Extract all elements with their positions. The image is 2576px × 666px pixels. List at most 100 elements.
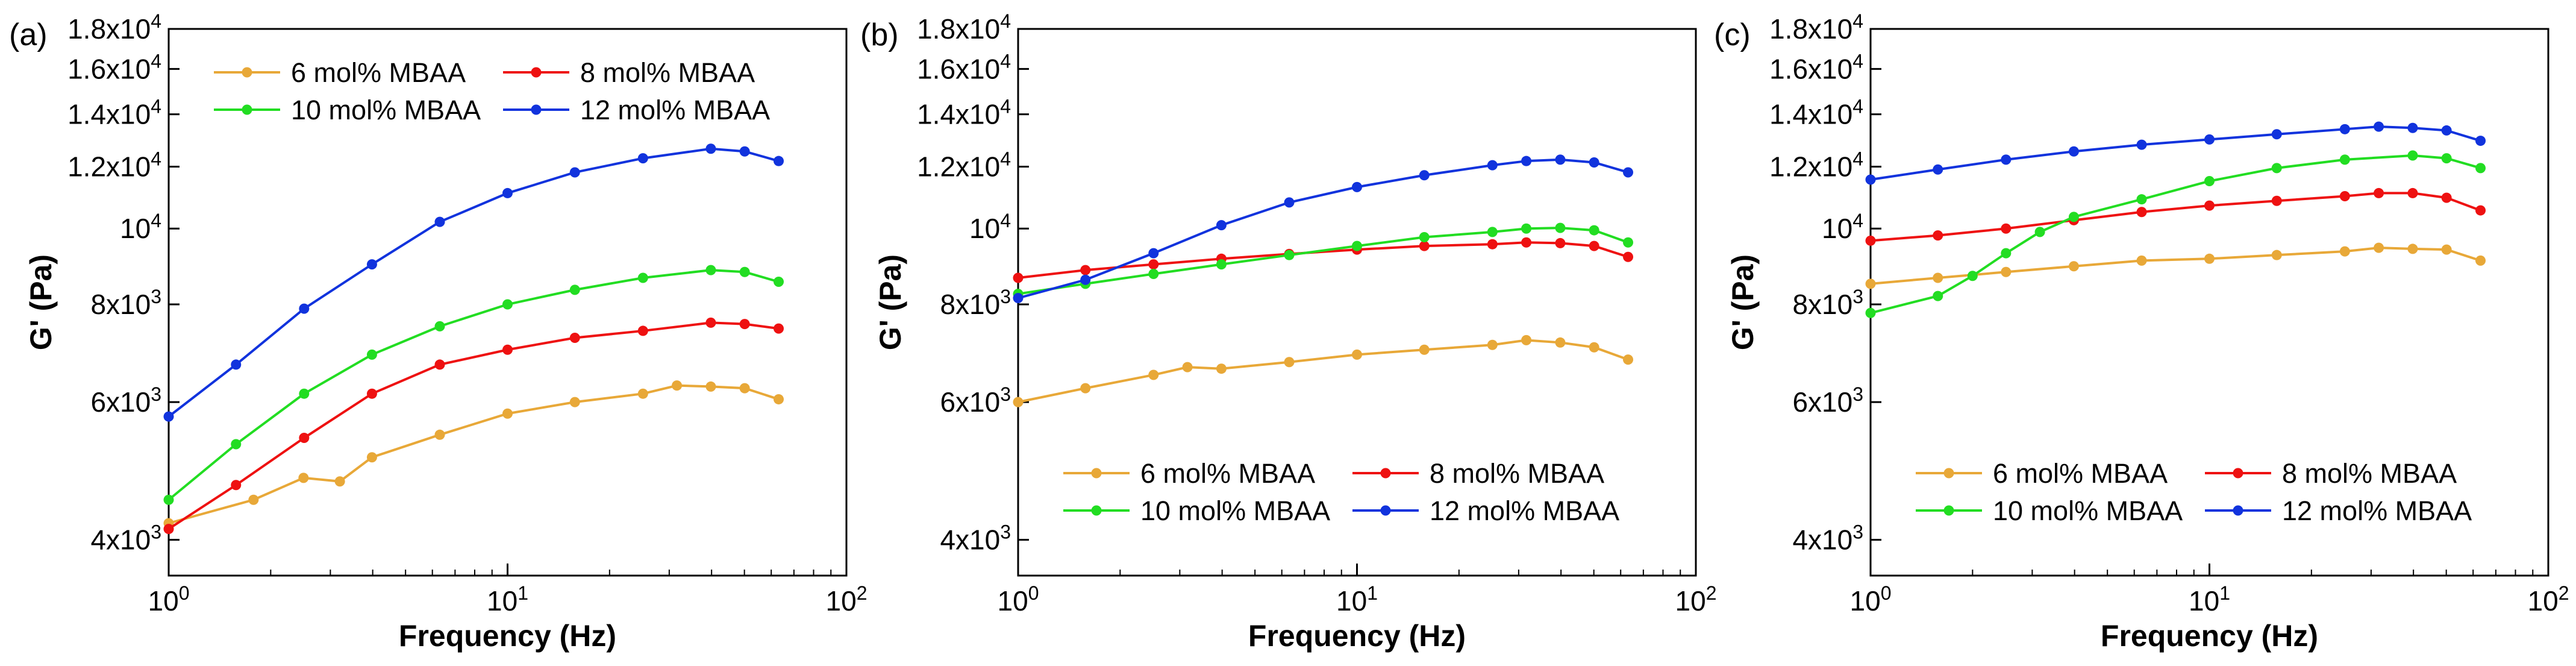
data-point (1182, 362, 1193, 372)
data-point (637, 325, 648, 336)
data-point (2407, 243, 2418, 254)
data-point (1623, 251, 1634, 262)
y-tick-label: 1.6x104 (917, 50, 1011, 84)
data-point (1148, 268, 1159, 279)
data-point (2374, 187, 2384, 198)
data-point (1589, 225, 1599, 236)
data-point (1419, 240, 1430, 251)
data-point (2001, 266, 2012, 277)
legend-item: 8 mol% MBAA (2205, 458, 2457, 489)
series-line (167, 147, 780, 418)
data-point (637, 388, 648, 399)
x-tick-label: 100 (148, 582, 190, 617)
chart-panel-c: (c) 100 101 102 4x103 6x103 8x103 104 1.2x104 1.4… (1714, 10, 2569, 653)
data-point (299, 432, 310, 443)
series-line (168, 384, 780, 525)
series-line (1870, 192, 2481, 242)
legend-swatch-marker (1943, 505, 1954, 516)
x-tick-label: 100 (1850, 582, 1892, 617)
legend-label: 8 mol% MBAA (2282, 458, 2457, 489)
data-point (2204, 200, 2215, 211)
legend-swatch-marker (1091, 468, 1102, 479)
legend-label: 12 mol% MBAA (2282, 495, 2472, 526)
data-point (739, 383, 750, 394)
data-point (1216, 220, 1227, 231)
data-point (2136, 194, 2147, 205)
data-point (1623, 237, 1634, 248)
x-tick-label: 102 (2528, 582, 2569, 617)
series-line (1018, 158, 1629, 300)
y-tick-label: 1.4x104 (1769, 96, 1863, 130)
data-point (1216, 259, 1227, 270)
y-tick-label: 1.2x104 (67, 148, 161, 183)
data-point (2001, 223, 2012, 234)
panel-label: (c) (1714, 17, 1751, 52)
data-point (434, 429, 445, 440)
data-point (2068, 212, 2079, 222)
y-tick-label: 4x103 (90, 521, 161, 556)
data-point (1555, 237, 1566, 248)
data-point (774, 323, 784, 334)
data-point (1352, 349, 1362, 360)
data-point (705, 143, 716, 154)
data-point (2068, 146, 2079, 157)
data-point (1589, 157, 1599, 168)
y-tick-label: 1.4x104 (67, 96, 161, 130)
data-point (2475, 205, 2486, 216)
data-point (1521, 335, 1532, 345)
data-point (1216, 363, 1227, 374)
data-point (366, 452, 377, 463)
data-point (1487, 160, 1498, 171)
data-point (1521, 223, 1532, 234)
data-point (1487, 227, 1498, 237)
data-point (163, 524, 174, 535)
y-tick-label: 104 (969, 210, 1011, 244)
series-8-mol-mbaa (1865, 187, 2486, 246)
data-point (569, 284, 580, 295)
x-tick-label: 101 (487, 582, 528, 617)
data-point (1013, 397, 1024, 407)
data-point (2407, 122, 2418, 133)
data-point (1555, 154, 1566, 165)
series-10-mol-mbaa (1865, 150, 2486, 318)
legend-swatch-marker (2233, 468, 2243, 479)
data-point (1487, 239, 1498, 250)
data-point (569, 167, 580, 178)
data-point (1521, 156, 1532, 166)
y-tick-label: 8x103 (940, 286, 1011, 320)
legend-label: 12 mol% MBAA (1430, 495, 1619, 526)
y-axis-title: G' (Pa) (1726, 254, 1760, 350)
legend-item: 8 mol% MBAA (503, 57, 755, 88)
data-point (2271, 195, 2282, 206)
data-point (2136, 255, 2147, 266)
data-point (739, 319, 750, 330)
legend-label: 10 mol% MBAA (1140, 495, 1330, 526)
data-point (2441, 125, 2452, 136)
data-point (334, 476, 345, 487)
data-point (1013, 293, 1024, 304)
data-point (739, 266, 750, 277)
legend-item: 12 mol% MBAA (503, 95, 770, 125)
data-point (1080, 274, 1091, 285)
data-point (1933, 164, 1943, 175)
data-point (1865, 278, 1876, 289)
data-point (2339, 124, 2350, 134)
x-axis-title: Frequency (Hz) (399, 619, 616, 653)
data-point (366, 349, 377, 360)
series-8-mol-mbaa (1013, 237, 1634, 283)
data-point (434, 216, 445, 227)
legend: 6 mol% MBAA 8 mol% MBAA 10 mol% MBAA 12 mol… (1916, 458, 2472, 526)
legend-label: 8 mol% MBAA (580, 57, 755, 88)
series-6-mol-mbaa (1865, 242, 2486, 289)
series-12-mol-mbaa (1013, 154, 1634, 304)
y-tick-label: 1.2x104 (917, 148, 1011, 183)
data-point (298, 473, 309, 483)
data-point (1589, 240, 1599, 251)
data-point (1933, 272, 1943, 283)
data-point (2374, 121, 2384, 132)
legend-label: 6 mol% MBAA (1993, 458, 2168, 489)
legend-label: 12 mol% MBAA (580, 95, 770, 125)
x-tick-label: 100 (998, 582, 1039, 617)
data-point (231, 359, 242, 370)
y-tick-label: 4x103 (1792, 521, 1863, 556)
